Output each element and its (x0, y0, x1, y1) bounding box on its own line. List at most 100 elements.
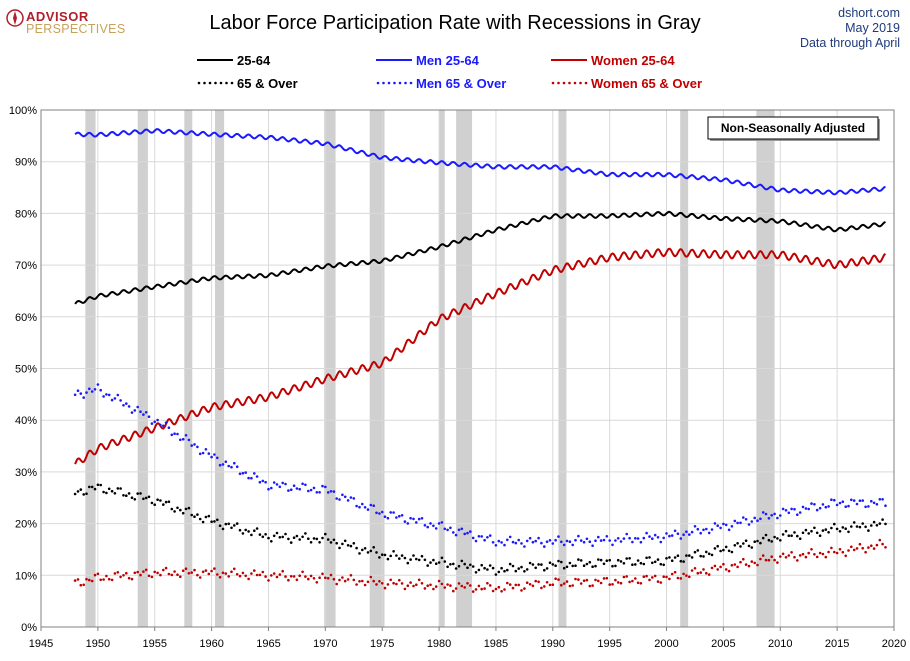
series-women-65-over-point (321, 572, 324, 576)
series-men-65-over-point (719, 526, 722, 530)
series-65-over-point (449, 563, 452, 566)
series-women-65-over-point (838, 548, 842, 551)
series-men-65-over-point (540, 541, 543, 545)
series-women-65-over-point (358, 580, 361, 583)
series-women-65-over-point (230, 570, 233, 573)
series-men-65-over-point (608, 539, 611, 542)
series-65-over-point (648, 556, 651, 559)
series-men-65-over-point (409, 516, 412, 520)
legend-65-over-swatch (225, 81, 228, 85)
series-women-65-over-point (309, 574, 313, 578)
series-men-65-over-point (696, 527, 700, 531)
series-65-over-point (599, 558, 603, 562)
series-65-over-point (483, 566, 486, 570)
series-men-65-over-point (395, 516, 398, 519)
series-women-65-over-point (759, 557, 762, 561)
series-65-over-point (463, 562, 467, 566)
series-women-65-over-point (585, 578, 589, 582)
series-65-over-point (82, 493, 85, 496)
series-women-65-over-point (196, 573, 199, 577)
series-women-65-over-point (437, 579, 441, 583)
series-women-65-over-point (233, 567, 236, 571)
series-women-65-over-point (383, 586, 387, 590)
x-tick-label: 1955 (142, 638, 166, 650)
series-women-65-over-point (261, 570, 265, 574)
series-men-65-over-point (699, 531, 702, 535)
series-women-65-over-point (457, 582, 461, 585)
series-women-65-over-point (557, 578, 560, 581)
series-women-65-over-point (329, 573, 333, 577)
series-men-65-over-point (233, 461, 236, 465)
series-women-65-over-point (326, 577, 330, 580)
series-men-65-over-point (452, 531, 455, 534)
x-tick-label: 1965 (256, 638, 280, 650)
series-65-over-point (130, 496, 134, 500)
series-men-65-over-point (122, 404, 125, 407)
series-women-65-over-point (119, 575, 122, 579)
series-men-65-over-point (352, 497, 356, 500)
series-men-65-over-point (776, 516, 779, 520)
series-65-over-point (781, 533, 785, 536)
series-women-65-over-point (150, 575, 154, 579)
series-65-over-point (497, 570, 501, 574)
series-65-over-point (659, 562, 663, 566)
series-women-65-over-point (386, 583, 390, 586)
series-65-over-point (525, 568, 529, 571)
series-men-65-over-point (685, 530, 688, 533)
legend-men-65-over-swatch (409, 81, 413, 85)
series-men-65-over-point (736, 521, 739, 525)
series-women-65-over-point (298, 574, 302, 577)
series-65-over-point (645, 556, 648, 560)
series-women-65-over-point (415, 583, 418, 586)
series-65-over-point (705, 550, 708, 554)
series-65-over-point (693, 550, 697, 554)
series-men-65-over-point (847, 504, 850, 508)
series-men-65-over-point (474, 539, 478, 543)
series-men-65-over-point (508, 535, 512, 539)
series-women-65-over-point (796, 559, 799, 562)
legend-men-25-64-label: Men 25-64 (416, 53, 480, 68)
series-men-65-over-point (739, 521, 742, 525)
series-men-65-over-point (781, 507, 785, 511)
series-65-over-point (679, 559, 683, 563)
x-tick-label: 2020 (882, 638, 906, 650)
series-men-65-over-point (648, 535, 651, 538)
series-65-over-point (361, 548, 364, 552)
series-women-65-over-point (181, 569, 185, 572)
series-65-over-point (190, 513, 193, 517)
series-women-65-over-point (278, 573, 282, 576)
series-women-65-over-point (193, 568, 196, 572)
series-men-65-over-point (881, 498, 884, 501)
series-men-65-over-point (753, 516, 756, 520)
series-65-over-point (682, 560, 685, 563)
series-65-over-point (270, 540, 273, 543)
series-65-over-point (315, 537, 319, 541)
series-women-65-over-point (125, 571, 128, 575)
series-men-65-over-point (417, 517, 421, 521)
series-men-65-over-point (855, 502, 859, 506)
series-women-65-over-point (170, 573, 174, 577)
series-65-over-point (369, 549, 373, 553)
series-men-65-over-point (264, 480, 267, 484)
series-women-65-over-point (110, 578, 114, 582)
series-women-65-over-point (275, 575, 279, 579)
series-women-65-over-point (881, 542, 884, 546)
series-65-over-point (707, 552, 711, 556)
series-women-65-over-point (696, 571, 700, 575)
series-men-65-over-point (494, 544, 498, 547)
source-block: dshort.com May 2019 Data through April (800, 6, 900, 51)
series-men-65-over-point (767, 517, 771, 520)
series-men-65-over-point (153, 420, 156, 424)
legend-women-65-over-label: Women 65 & Over (591, 76, 702, 91)
series-65-over-point (85, 492, 88, 496)
series-65-over-point (673, 556, 677, 559)
series-men-65-over-point (742, 516, 745, 519)
y-tick-label: 0% (21, 622, 37, 634)
series-65-over-point (318, 541, 321, 544)
series-women-65-over-point (270, 574, 273, 577)
series-65-over-point (520, 565, 523, 569)
series-men-65-over-point (147, 415, 151, 419)
series-65-over-point (210, 520, 213, 523)
series-women-65-over-point (506, 581, 509, 585)
series-65-over-point (198, 517, 202, 521)
